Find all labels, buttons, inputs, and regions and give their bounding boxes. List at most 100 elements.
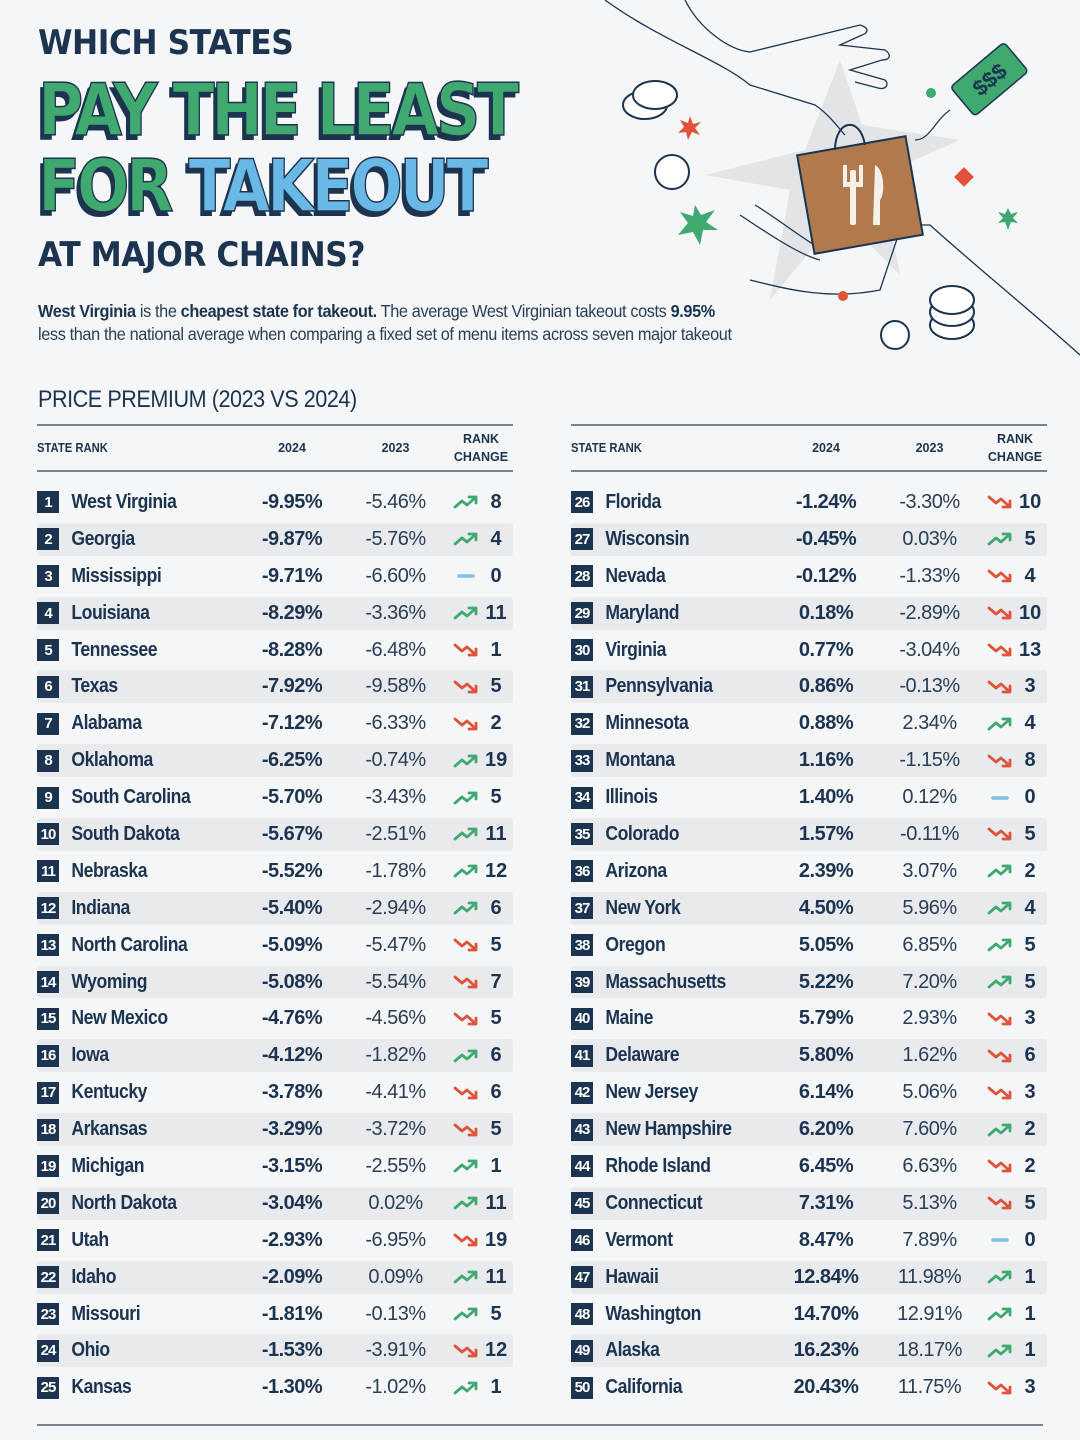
rank-change: 1	[983, 1266, 1047, 1289]
value-2024: -5.40%	[261, 896, 323, 919]
rank-change-value: 5	[1024, 822, 1036, 845]
value-2024: -0.45%	[795, 527, 857, 550]
state-name: Illinois	[605, 786, 658, 809]
rank-change: 6	[449, 1044, 513, 1067]
rank-change: 11	[449, 1266, 513, 1289]
state-name: Alabama	[71, 712, 142, 735]
headline-takeout: TAKEOUT	[188, 144, 489, 228]
value-2024: 16.23%	[793, 1339, 859, 1362]
rank-change-value: 2	[1024, 1118, 1036, 1141]
state-name: Utah	[71, 1228, 109, 1251]
rank-change: 4	[983, 565, 1047, 588]
trend-down-icon	[987, 496, 1012, 509]
value-2024: 14.70%	[793, 1302, 859, 1325]
col-rank-change: RANK CHANGE	[449, 430, 513, 466]
rank-change-value: 2	[490, 712, 502, 735]
table-row: 22 Idaho -2.09% 0.09% 11	[37, 1259, 513, 1296]
state-name: Mississippi	[71, 564, 162, 587]
rank-badge: 11	[37, 860, 59, 883]
state-name: North Carolina	[71, 933, 188, 956]
rank-badge: 31	[571, 675, 593, 698]
rank-change-value: 12	[485, 1339, 508, 1362]
rank-change: 7	[449, 971, 513, 994]
value-2024: 0.86%	[798, 675, 854, 698]
value-2023: 6.85%	[902, 933, 957, 956]
trend-down-icon	[987, 1381, 1012, 1395]
value-2023: 7.89%	[902, 1228, 957, 1251]
headline-kicker: WHICH STATES	[38, 23, 294, 63]
rank-change: 6	[449, 1081, 513, 1104]
state-name: Oklahoma	[71, 749, 153, 772]
value-2023: -0.13%	[899, 675, 960, 698]
value-2024: 0.77%	[798, 638, 854, 661]
rank-change: 3	[983, 675, 1047, 698]
rank-change: 5	[449, 934, 513, 957]
rank-change-value: 1	[490, 1154, 502, 1177]
table-row: 19 Michigan -3.15% -2.55% 1	[37, 1148, 513, 1185]
col-state-rank: STATE RANK	[37, 441, 108, 455]
trend-down-icon	[453, 1123, 478, 1136]
rank-change-value: 19	[485, 749, 508, 772]
state-name: Nevada	[605, 564, 666, 587]
rank-change-value: 11	[485, 601, 507, 624]
rank-change: 2	[983, 1118, 1047, 1141]
trend-up-icon	[987, 938, 1012, 952]
rank-change: 8	[983, 749, 1047, 772]
table-row: 27 Wisconsin -0.45% 0.03% 5	[571, 521, 1047, 558]
state-name: Montana	[605, 749, 675, 772]
col-rank-change-line1: RANK	[996, 432, 1034, 446]
table-row: 16 Iowa -4.12% -1.82% 6	[37, 1037, 513, 1074]
rank-change: 11	[449, 602, 513, 625]
table-row: 49 Alaska 16.23% 18.17% 1	[571, 1332, 1047, 1369]
rank-change-value: 6	[490, 896, 502, 919]
headline-line-2: FOR TAKEOUT	[37, 149, 692, 223]
state-name: Texas	[71, 675, 118, 698]
hand-icon	[604, 0, 890, 136]
state-name: Maryland	[605, 601, 680, 624]
rank-change-value: 10	[1019, 601, 1042, 624]
value-2024: -5.67%	[261, 822, 323, 845]
rank-change-value: 1	[1024, 1265, 1036, 1288]
trend-up-icon	[987, 1123, 1012, 1136]
price-tag-icon: $$$	[951, 43, 1028, 116]
table-row: 4 Louisiana -8.29% -3.36% 11	[37, 595, 513, 632]
rank-change: 12	[449, 1339, 513, 1362]
state-name: Maine	[605, 1007, 654, 1030]
rank-change-value: 5	[1024, 933, 1036, 956]
rank-change-value: 0	[1024, 786, 1036, 809]
value-2023: -5.46%	[365, 490, 426, 513]
takeout-bag-icon	[795, 135, 925, 255]
value-2024: -1.30%	[261, 1376, 323, 1399]
table-row: 8 Oklahoma -6.25% -0.74% 19	[37, 742, 513, 779]
value-2024: 20.43%	[793, 1376, 859, 1399]
value-2023: -1.15%	[899, 749, 960, 772]
trend-down-icon	[453, 643, 478, 657]
value-2024: -9.95%	[261, 490, 323, 513]
rank-change-value: 1	[490, 1376, 502, 1399]
trend-up-icon	[987, 975, 1012, 989]
hand-icon	[739, 204, 1080, 356]
rank-change-value: 11	[485, 1191, 507, 1214]
value-2024: 6.45%	[798, 1154, 854, 1177]
rank-change-value: 3	[1024, 1007, 1036, 1030]
rank-change-value: 2	[1024, 859, 1036, 882]
trend-down-icon	[453, 680, 478, 694]
intro-highlight: cheapest state for takeout.	[180, 301, 378, 321]
value-2024: -8.29%	[261, 601, 323, 624]
trend-up-icon	[987, 1270, 1012, 1284]
trend-down-icon	[987, 643, 1012, 657]
rank-change-value: 11	[485, 822, 507, 845]
state-name: West Virginia	[71, 490, 177, 513]
intro-state: West Virginia	[38, 301, 136, 321]
rank-change: 5	[449, 786, 513, 809]
rank-change-value: 2	[1024, 1154, 1036, 1177]
rank-change: 5	[983, 971, 1047, 994]
value-2023: 11.75%	[897, 1376, 962, 1399]
table-row: 28 Nevada -0.12% -1.33% 4	[571, 558, 1047, 595]
state-name: Oregon	[605, 933, 666, 956]
trend-up-icon	[453, 791, 478, 804]
trend-down-icon	[987, 1160, 1012, 1173]
rank-badge: 21	[37, 1229, 59, 1252]
value-2023: -6.48%	[365, 638, 426, 661]
value-2023: -5.76%	[365, 527, 426, 550]
